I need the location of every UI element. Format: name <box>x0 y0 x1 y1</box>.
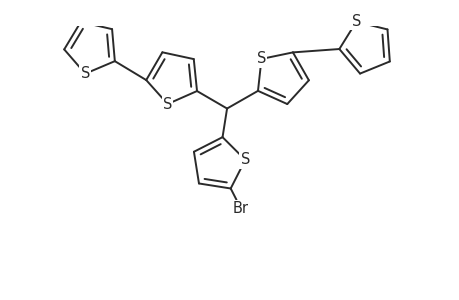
Text: S: S <box>162 97 172 112</box>
Text: S: S <box>80 66 90 81</box>
Text: S: S <box>240 152 249 167</box>
Text: S: S <box>351 14 360 29</box>
Text: Br: Br <box>232 201 248 216</box>
Text: S: S <box>256 51 266 66</box>
